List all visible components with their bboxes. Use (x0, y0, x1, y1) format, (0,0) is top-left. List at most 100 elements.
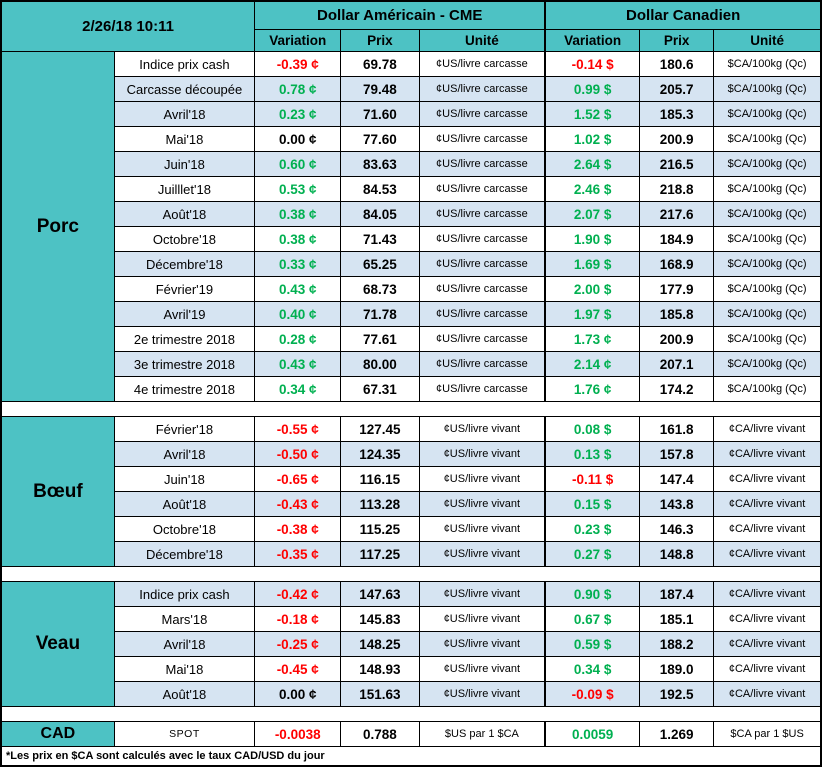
ca-unit: ¢CA/livre vivant (713, 681, 822, 707)
section-label-veau: Veau (0, 581, 115, 707)
us-price: 151.63 (340, 681, 420, 707)
ca-price: 217.6 (639, 201, 715, 227)
ca-unit: $CA/100kg (Qc) (713, 301, 822, 327)
table-row: Mai'18 -0.45 ¢ 148.93 ¢US/livre vivant 0.34 … (1, 656, 822, 682)
table-row: Août'18 0.38 ¢ 84.05 ¢US/livre carcasse 2.07… (1, 201, 822, 227)
us-unit: ¢US/livre vivant (418, 631, 547, 657)
table-footer: *Les prix en $CA sont calculés avec le t… (0, 746, 822, 767)
ca-price: 192.5 (639, 681, 715, 707)
ca-variation: 1.52 $ (544, 101, 641, 127)
us-unit: ¢US/livre carcasse (418, 376, 547, 402)
cad-prix-header: Prix (639, 29, 715, 52)
row-label: 4e trimestre 2018 (113, 376, 256, 402)
us-variation: -0.18 ¢ (254, 606, 342, 632)
row-label: Indice prix cash (113, 51, 256, 77)
us-variation: 0.28 ¢ (254, 326, 342, 352)
us-price: 68.73 (340, 276, 420, 302)
row-label: Mai'18 (113, 126, 256, 152)
us-price: 69.78 (340, 51, 420, 77)
table-row: Août'18 -0.43 ¢ 113.28 ¢US/livre vivant 0.15… (1, 491, 822, 517)
us-variation: -0.42 ¢ (254, 581, 342, 607)
cad-group-header: Dollar Canadien (544, 0, 822, 30)
us-unit: ¢US/livre carcasse (418, 276, 547, 302)
ca-price: 148.8 (639, 541, 715, 567)
ca-unit: $CA/100kg (Qc) (713, 201, 822, 227)
ca-unit: ¢CA/livre vivant (713, 631, 822, 657)
ca-unit: $CA/100kg (Qc) (713, 276, 822, 302)
us-unit: ¢US/livre carcasse (418, 326, 547, 352)
row-label: Juin'18 (113, 466, 256, 492)
footnote: *Les prix en $CA sont calculés avec le t… (0, 746, 822, 767)
us-price: 84.05 (340, 201, 420, 227)
usd-unite-header: Unité (418, 29, 547, 52)
table-row: Décembre'18 -0.35 ¢ 117.25 ¢US/livre vivant… (1, 541, 822, 567)
ca-price: 180.6 (639, 51, 715, 77)
ca-price: 146.3 (639, 516, 715, 542)
ca-price: 168.9 (639, 251, 715, 277)
ca-price: 185.8 (639, 301, 715, 327)
ca-unit: $CA/100kg (Qc) (713, 126, 822, 152)
ca-variation: 0.34 $ (544, 656, 641, 682)
ca-variation: 1.90 $ (544, 226, 641, 252)
footnote-row: *Les prix en $CA sont calculés avec le t… (0, 746, 822, 767)
section-gap (0, 566, 822, 582)
table-row: 3e trimestre 2018 0.43 ¢ 80.00 ¢US/livre ca… (1, 351, 822, 377)
ca-variation: -0.09 $ (544, 681, 641, 707)
ca-variation: -0.11 $ (544, 466, 641, 492)
ca-price: 161.8 (639, 416, 715, 442)
ca-price: 189.0 (639, 656, 715, 682)
ca-price: 177.9 (639, 276, 715, 302)
row-label: Octobre'18 (113, 516, 256, 542)
us-price: 113.28 (340, 491, 420, 517)
timestamp: 2/26/18 10:11 (0, 0, 256, 52)
ca-variation: 2.64 $ (544, 151, 641, 177)
section-label-boeuf: Bœuf (0, 416, 115, 567)
us-variation: 0.40 ¢ (254, 301, 342, 327)
ca-unit: $CA/100kg (Qc) (713, 351, 822, 377)
us-unit: ¢US/livre carcasse (418, 201, 547, 227)
ca-unit: $CA par 1 $US (713, 721, 822, 747)
row-label: Octobre'18 (113, 226, 256, 252)
table-row: Juin'18 0.60 ¢ 83.63 ¢US/livre carcasse 2.64… (1, 151, 822, 177)
section-gap-cell (0, 566, 822, 582)
ca-variation: 1.97 $ (544, 301, 641, 327)
cad-unite-header: Unité (713, 29, 822, 52)
ca-variation: 2.46 $ (544, 176, 641, 202)
us-variation: -0.43 ¢ (254, 491, 342, 517)
us-unit: ¢US/livre carcasse (418, 51, 547, 77)
group-header-row: 2/26/18 10:11 Dollar Américain - CME Dol… (0, 0, 822, 52)
ca-unit: $CA/100kg (Qc) (713, 151, 822, 177)
ca-unit: $CA/100kg (Qc) (713, 326, 822, 352)
us-unit: ¢US/livre carcasse (418, 101, 547, 127)
us-price: 0.788 (340, 721, 420, 747)
us-variation: 0.78 ¢ (254, 76, 342, 102)
ca-variation: 0.27 $ (544, 541, 641, 567)
ca-unit: ¢CA/livre vivant (713, 581, 822, 607)
usd-prix-header: Prix (340, 29, 420, 52)
us-unit: ¢US/livre vivant (418, 416, 547, 442)
ca-price: 188.2 (639, 631, 715, 657)
row-label: Février'19 (113, 276, 256, 302)
us-unit: ¢US/livre carcasse (418, 351, 547, 377)
us-unit: ¢US/livre vivant (418, 466, 547, 492)
ca-price: 1.269 (639, 721, 715, 747)
row-label: Mai'18 (113, 656, 256, 682)
ca-price: 187.4 (639, 581, 715, 607)
us-unit: ¢US/livre vivant (418, 606, 547, 632)
us-price: 124.35 (340, 441, 420, 467)
us-variation: 0.34 ¢ (254, 376, 342, 402)
section-gap (0, 401, 822, 417)
ca-unit: $CA/100kg (Qc) (713, 51, 822, 77)
table-row: Porc Indice prix cash -0.39 ¢ 69.78 ¢US/livr… (0, 51, 822, 402)
row-label: Juin'18 (113, 151, 256, 177)
us-unit: ¢US/livre carcasse (418, 226, 547, 252)
us-price: 148.93 (340, 656, 420, 682)
ca-unit: ¢CA/livre vivant (713, 416, 822, 442)
table-row: 4e trimestre 2018 0.34 ¢ 67.31 ¢US/livre ca… (1, 376, 822, 402)
table-row: Décembre'18 0.33 ¢ 65.25 ¢US/livre carcasse… (1, 251, 822, 277)
table-row: Août'18 0.00 ¢ 151.63 ¢US/livre vivant -0.09… (1, 681, 822, 707)
us-variation: 0.43 ¢ (254, 351, 342, 377)
us-price: 148.25 (340, 631, 420, 657)
ca-unit: ¢CA/livre vivant (713, 656, 822, 682)
